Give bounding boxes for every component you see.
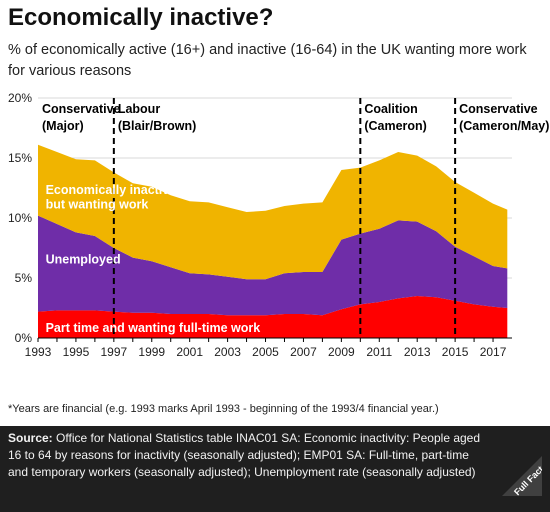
- series-label: Part time and wanting full-time work: [46, 321, 261, 335]
- series-label: Unemployed: [46, 253, 121, 267]
- government-leader: (Major): [42, 119, 84, 133]
- axes: 0% 5% 10% 15% 20% 1993 1995 1997 1999 2001 2003 200…: [8, 91, 512, 359]
- government-name: Conservative: [42, 102, 121, 116]
- x-tick-label: 1999: [138, 345, 165, 359]
- x-tick-label: 2007: [290, 345, 317, 359]
- series-label: Economically inactive: [46, 183, 177, 197]
- full-fact-logo: Full Fact: [502, 456, 542, 496]
- source-description: Office for National Statistics table INA…: [8, 431, 481, 479]
- x-tick-label: 2003: [214, 345, 241, 359]
- footnote: *Years are financial (e.g. 1993 marks Ap…: [8, 403, 439, 415]
- government-dividers: [112, 98, 457, 338]
- area-series: [38, 144, 508, 338]
- chart-title: Economically inactive?: [8, 4, 274, 31]
- y-tick-label: 10%: [8, 211, 32, 225]
- area-economically-inactive-but-wanting-work: [38, 144, 508, 280]
- source-text: Source: Office for National Statistics t…: [8, 430, 488, 481]
- government-leader: (Cameron/May): [459, 119, 549, 133]
- x-tick-label: 2011: [366, 345, 392, 359]
- x-tick-label: 2005: [252, 345, 279, 359]
- area-part-time-and-wanting-full-time-work: [38, 296, 508, 338]
- series-label: but wanting work: [46, 197, 149, 211]
- x-tick-label: 1995: [63, 345, 90, 359]
- x-tick-label: 2015: [442, 345, 469, 359]
- government-name: Conservative: [459, 102, 538, 116]
- source-label: Source:: [8, 431, 53, 445]
- y-tick-label: 15%: [8, 151, 32, 165]
- x-tick-label: 2013: [404, 345, 431, 359]
- area-unemployed: [38, 215, 508, 316]
- x-tick-label: 2001: [176, 345, 203, 359]
- government-leader: (Cameron): [364, 119, 427, 133]
- chart-subtitle: % of economically active (16+) and inact…: [8, 42, 527, 79]
- government-name: Labour: [118, 102, 160, 116]
- government-leader: (Blair/Brown): [118, 119, 196, 133]
- y-tick-label: 20%: [8, 91, 32, 105]
- source-panel: Source: Office for National Statistics t…: [0, 426, 550, 512]
- x-tick-label: 2017: [480, 345, 507, 359]
- x-tick-label: 2009: [328, 345, 355, 359]
- government-labels: Conservative (Major) Labour (Blair/Brown) Co…: [42, 102, 549, 133]
- x-tick-label: 1997: [100, 345, 127, 359]
- y-tick-label: 5%: [15, 271, 33, 285]
- y-tick-label: 0%: [15, 331, 33, 345]
- government-name: Coalition: [364, 102, 417, 116]
- stacked-area-chart: Conservative (Major) Labour (Blair/Brown) Co…: [8, 91, 549, 359]
- x-tick-label: 1993: [25, 345, 52, 359]
